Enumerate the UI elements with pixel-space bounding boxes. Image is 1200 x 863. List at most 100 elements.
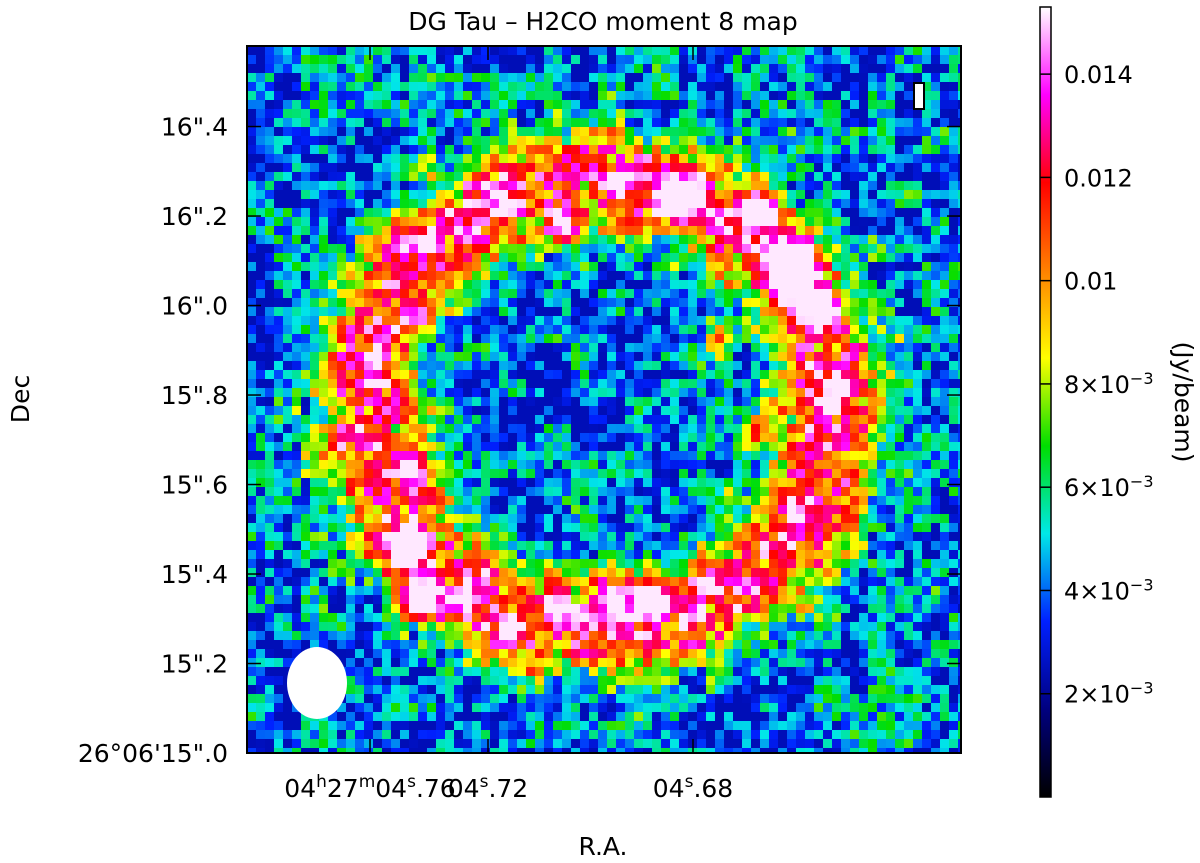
heat-cell [436, 208, 446, 218]
heat-cell [670, 307, 680, 317]
heat-cell [913, 235, 923, 245]
heat-cell [373, 379, 383, 389]
heat-cell [427, 262, 437, 272]
heat-cell [346, 262, 356, 272]
heat-cell [535, 262, 545, 272]
heat-cell [256, 460, 266, 470]
heat-cell [427, 568, 437, 578]
heat-cell [517, 604, 527, 614]
heat-cell [571, 91, 581, 101]
heat-cell [337, 595, 347, 605]
heat-cell [472, 100, 482, 110]
heat-cell [373, 568, 383, 578]
heat-cell [724, 127, 734, 137]
heat-cell [463, 217, 473, 227]
heat-cell [553, 55, 563, 65]
heat-cell [850, 469, 860, 479]
heat-cell [616, 532, 626, 542]
heat-cell [355, 145, 365, 155]
heat-cell [751, 235, 761, 245]
heat-cell [607, 262, 617, 272]
heat-cell [427, 424, 437, 434]
heat-cell [283, 352, 293, 362]
heat-cell [697, 46, 707, 56]
heat-cell [319, 334, 329, 344]
heat-cell [508, 352, 518, 362]
heat-cell [580, 316, 590, 326]
heat-cell [688, 118, 698, 128]
heat-cell [895, 478, 905, 488]
heat-cell [796, 64, 806, 74]
heat-cell [625, 262, 635, 272]
heat-cell [742, 415, 752, 425]
heat-cell [508, 145, 518, 155]
heat-cell [751, 424, 761, 434]
heat-cell [427, 370, 437, 380]
heat-cell [787, 154, 797, 164]
heat-cell [283, 262, 293, 272]
heat-cell [400, 154, 410, 164]
heat-cell [868, 316, 878, 326]
heat-cell [382, 91, 392, 101]
heat-cell [274, 433, 284, 443]
heat-cell [625, 532, 635, 542]
heat-cell [499, 577, 509, 587]
heat-cell [364, 235, 374, 245]
heat-cell [463, 73, 473, 83]
heat-cell [292, 181, 302, 191]
heat-cell [328, 109, 338, 119]
heat-cell [796, 523, 806, 533]
heat-cell [382, 433, 392, 443]
heat-cell [382, 496, 392, 506]
heat-cell [877, 91, 887, 101]
heat-cell [499, 100, 509, 110]
heat-cell [364, 595, 374, 605]
heat-cell [697, 577, 707, 587]
heat-cell [463, 334, 473, 344]
heat-cell [454, 541, 464, 551]
heat-cell [472, 406, 482, 416]
heat-cell [760, 541, 770, 551]
heat-cell [868, 478, 878, 488]
heat-cell [931, 541, 941, 551]
heat-cell [805, 361, 815, 371]
heat-cell [463, 406, 473, 416]
heat-cell [697, 163, 707, 173]
heat-cell [751, 451, 761, 461]
heat-cell [949, 181, 959, 191]
heat-cell [454, 523, 464, 533]
heat-cell [958, 298, 961, 308]
heat-cell [292, 172, 302, 182]
heat-cell [697, 595, 707, 605]
heat-cell [697, 172, 707, 182]
heat-cell [841, 496, 851, 506]
heat-cell [706, 523, 716, 533]
heat-cell [679, 361, 689, 371]
heat-cell [535, 361, 545, 371]
heat-cell [904, 559, 914, 569]
heat-cell [499, 424, 509, 434]
heat-cell [769, 415, 779, 425]
heat-cell [283, 442, 293, 452]
heat-cell [580, 559, 590, 569]
heat-cell [571, 73, 581, 83]
heat-cell [283, 154, 293, 164]
heat-cell [544, 298, 554, 308]
heat-cell [427, 154, 437, 164]
heat-cell [508, 541, 518, 551]
heat-cell [283, 118, 293, 128]
heat-cell [328, 226, 338, 236]
heat-cell [661, 568, 671, 578]
heat-cell [922, 478, 932, 488]
heat-cell [364, 442, 374, 452]
heat-cell [400, 487, 410, 497]
heat-cell [769, 397, 779, 407]
heat-cell [922, 109, 932, 119]
heat-cell [463, 172, 473, 182]
heat-cell [760, 550, 770, 560]
heat-cell [553, 514, 563, 524]
heat-cell [445, 505, 455, 515]
heat-cell [571, 127, 581, 137]
heat-cell [508, 334, 518, 344]
heat-cell [553, 64, 563, 74]
